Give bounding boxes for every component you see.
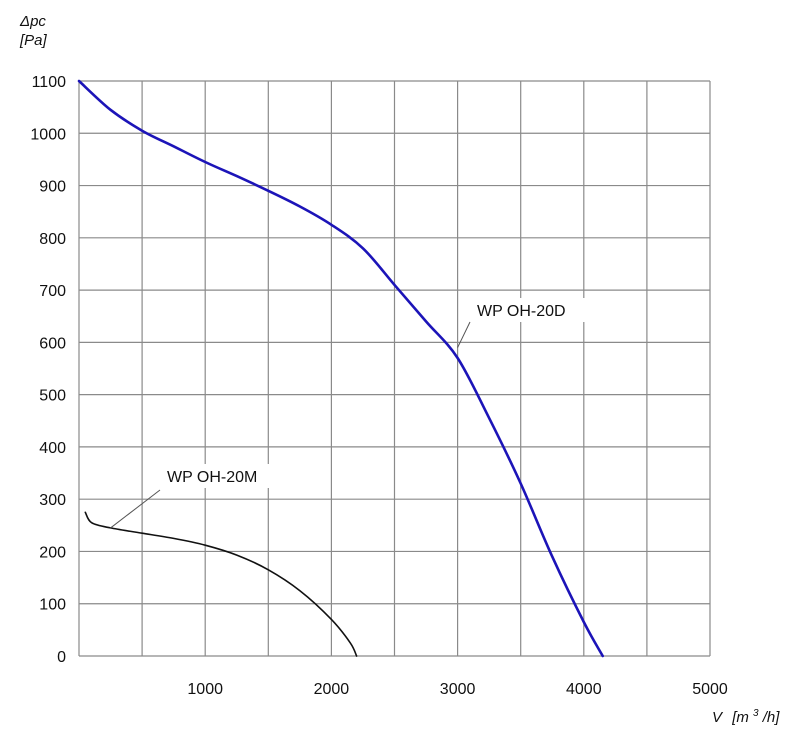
x-axis-unit-post: /h] bbox=[762, 709, 781, 726]
y-tick-label: 400 bbox=[39, 440, 66, 457]
x-tick-label: 3000 bbox=[440, 681, 476, 698]
y-tick-label: 100 bbox=[39, 597, 66, 614]
y-tick-label: 1100 bbox=[32, 74, 67, 91]
annotation-background bbox=[161, 464, 289, 488]
grid bbox=[78, 80, 711, 657]
y-tick-label: 300 bbox=[39, 492, 66, 509]
y-tick-label: 800 bbox=[39, 231, 66, 248]
series-line-oh-20d bbox=[77, 79, 604, 658]
x-tick-label: 1000 bbox=[187, 681, 223, 698]
x-axis-unit-sup: 3 bbox=[753, 708, 759, 719]
x-axis-unit-pre: [m bbox=[731, 709, 749, 726]
x-tick-label: 2000 bbox=[314, 681, 350, 698]
annotation-background bbox=[471, 298, 599, 322]
x-axis-symbol: V bbox=[712, 709, 724, 726]
annotations: WP OH-20D WP OH-20M bbox=[110, 298, 599, 529]
series-label: WP OH-20M bbox=[167, 469, 257, 486]
series-label: WP OH-20D bbox=[477, 303, 566, 320]
y-tick-label: 600 bbox=[39, 335, 66, 352]
x-tick-label: 5000 bbox=[692, 681, 728, 698]
series-line-oh-20m bbox=[84, 511, 358, 657]
y-tick-label: 700 bbox=[39, 283, 66, 300]
y-tick-label: 900 bbox=[39, 179, 66, 196]
series bbox=[77, 79, 604, 658]
y-tick-label: 0 bbox=[57, 649, 66, 666]
x-axis-label: V [m 3 /h] bbox=[712, 703, 780, 726]
y-axis-unit: [Pa] bbox=[19, 32, 48, 49]
x-tick-label: 4000 bbox=[566, 681, 602, 698]
y-tick-label: 500 bbox=[39, 388, 66, 405]
tick-labels: 0 100 200 300 400 500 600 700 800 900 1000 1100 1000… bbox=[30, 74, 727, 698]
annotation-leader-line bbox=[110, 489, 161, 529]
y-axis-symbol: Δpc bbox=[19, 13, 46, 30]
y-tick-label: 200 bbox=[39, 544, 66, 561]
annotation-leader-line bbox=[457, 321, 471, 348]
y-tick-label: 1000 bbox=[30, 126, 66, 143]
